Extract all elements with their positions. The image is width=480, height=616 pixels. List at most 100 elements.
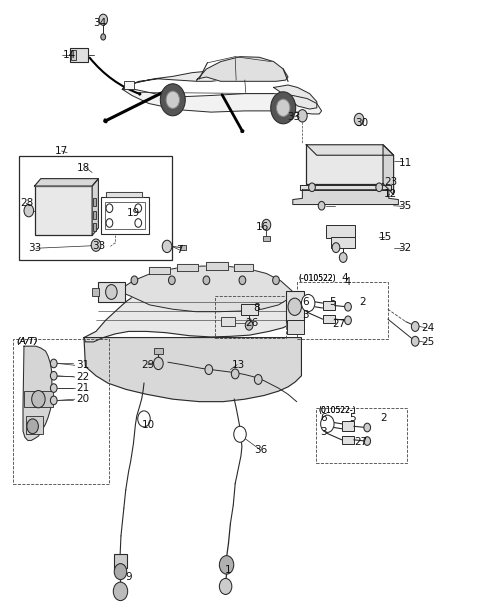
Polygon shape (274, 85, 317, 109)
Polygon shape (35, 179, 98, 186)
Text: 19: 19 (127, 208, 141, 217)
Bar (323, 301, 335, 310)
Circle shape (411, 336, 419, 346)
Circle shape (154, 357, 163, 370)
Polygon shape (293, 190, 398, 205)
Circle shape (106, 219, 113, 227)
Bar (154, 348, 163, 354)
Circle shape (354, 113, 364, 126)
Circle shape (245, 320, 253, 330)
Text: 36: 36 (254, 445, 268, 455)
Text: 17: 17 (55, 146, 69, 156)
Text: 5: 5 (329, 297, 336, 307)
Text: 3: 3 (321, 428, 327, 437)
Circle shape (113, 582, 128, 601)
Bar (180, 245, 186, 250)
Circle shape (234, 426, 246, 442)
Text: 27: 27 (333, 319, 346, 329)
Polygon shape (383, 145, 394, 195)
Text: 27: 27 (354, 437, 368, 447)
Bar (70, 48, 88, 62)
Text: 4: 4 (345, 277, 351, 286)
Circle shape (99, 14, 108, 25)
Bar (114, 554, 127, 568)
Text: (A/T): (A/T) (16, 337, 37, 346)
Circle shape (219, 556, 234, 574)
Polygon shape (149, 267, 170, 274)
Circle shape (135, 204, 142, 213)
Polygon shape (306, 145, 394, 155)
Circle shape (91, 239, 101, 251)
Text: 33: 33 (28, 243, 41, 253)
Text: 11: 11 (398, 158, 412, 168)
Polygon shape (306, 145, 394, 155)
Bar (92, 288, 99, 296)
Text: 32: 32 (398, 243, 412, 253)
Circle shape (345, 316, 351, 325)
Bar (71, 50, 76, 60)
Bar (93, 198, 96, 206)
Text: (A/T): (A/T) (16, 337, 37, 346)
Text: 2: 2 (359, 297, 366, 307)
Circle shape (50, 384, 57, 392)
Bar (342, 436, 354, 444)
Bar (35, 186, 92, 235)
Circle shape (203, 276, 210, 285)
Polygon shape (92, 179, 98, 235)
Polygon shape (234, 264, 253, 271)
Bar (323, 315, 335, 323)
Polygon shape (197, 57, 288, 81)
Text: 31: 31 (76, 360, 89, 370)
Bar (13, 339, 109, 484)
Polygon shape (300, 185, 391, 190)
Circle shape (168, 276, 175, 285)
Text: 23: 23 (384, 177, 397, 187)
Text: (-010522): (-010522) (299, 274, 336, 283)
Bar (331, 237, 355, 248)
Circle shape (321, 415, 334, 432)
Circle shape (364, 437, 371, 445)
Text: 28: 28 (20, 198, 34, 208)
Bar (342, 421, 354, 431)
Circle shape (376, 183, 383, 192)
Text: 18: 18 (77, 163, 90, 172)
Circle shape (50, 371, 57, 380)
Circle shape (27, 419, 38, 434)
Text: 3: 3 (302, 310, 309, 320)
Circle shape (309, 183, 315, 192)
Circle shape (205, 365, 213, 375)
Text: 5: 5 (349, 413, 356, 423)
Circle shape (219, 578, 232, 594)
Text: 25: 25 (421, 338, 435, 347)
Bar (19, 156, 172, 260)
Circle shape (114, 564, 127, 580)
Text: 16: 16 (255, 222, 269, 232)
Bar (316, 408, 407, 463)
Text: 6: 6 (302, 297, 309, 307)
Bar (287, 320, 304, 334)
Circle shape (106, 285, 117, 299)
Text: 34: 34 (94, 18, 107, 28)
Bar (215, 296, 286, 338)
Text: 1: 1 (225, 565, 231, 575)
Circle shape (345, 302, 351, 311)
Text: 14: 14 (62, 51, 76, 60)
Circle shape (276, 99, 290, 116)
Text: 15: 15 (379, 232, 393, 242)
Text: (-010522): (-010522) (299, 274, 336, 283)
Circle shape (160, 84, 185, 116)
Bar (286, 291, 304, 322)
Polygon shape (84, 338, 301, 402)
Circle shape (50, 359, 57, 368)
Text: 26: 26 (245, 318, 258, 328)
Bar (98, 282, 125, 302)
Polygon shape (122, 71, 226, 89)
Polygon shape (106, 192, 142, 197)
Polygon shape (122, 89, 322, 114)
Circle shape (262, 219, 271, 230)
Circle shape (339, 253, 347, 262)
Text: 8: 8 (253, 303, 260, 313)
Text: (010522-): (010522-) (318, 406, 356, 415)
Bar (93, 211, 96, 219)
Text: 13: 13 (231, 360, 245, 370)
